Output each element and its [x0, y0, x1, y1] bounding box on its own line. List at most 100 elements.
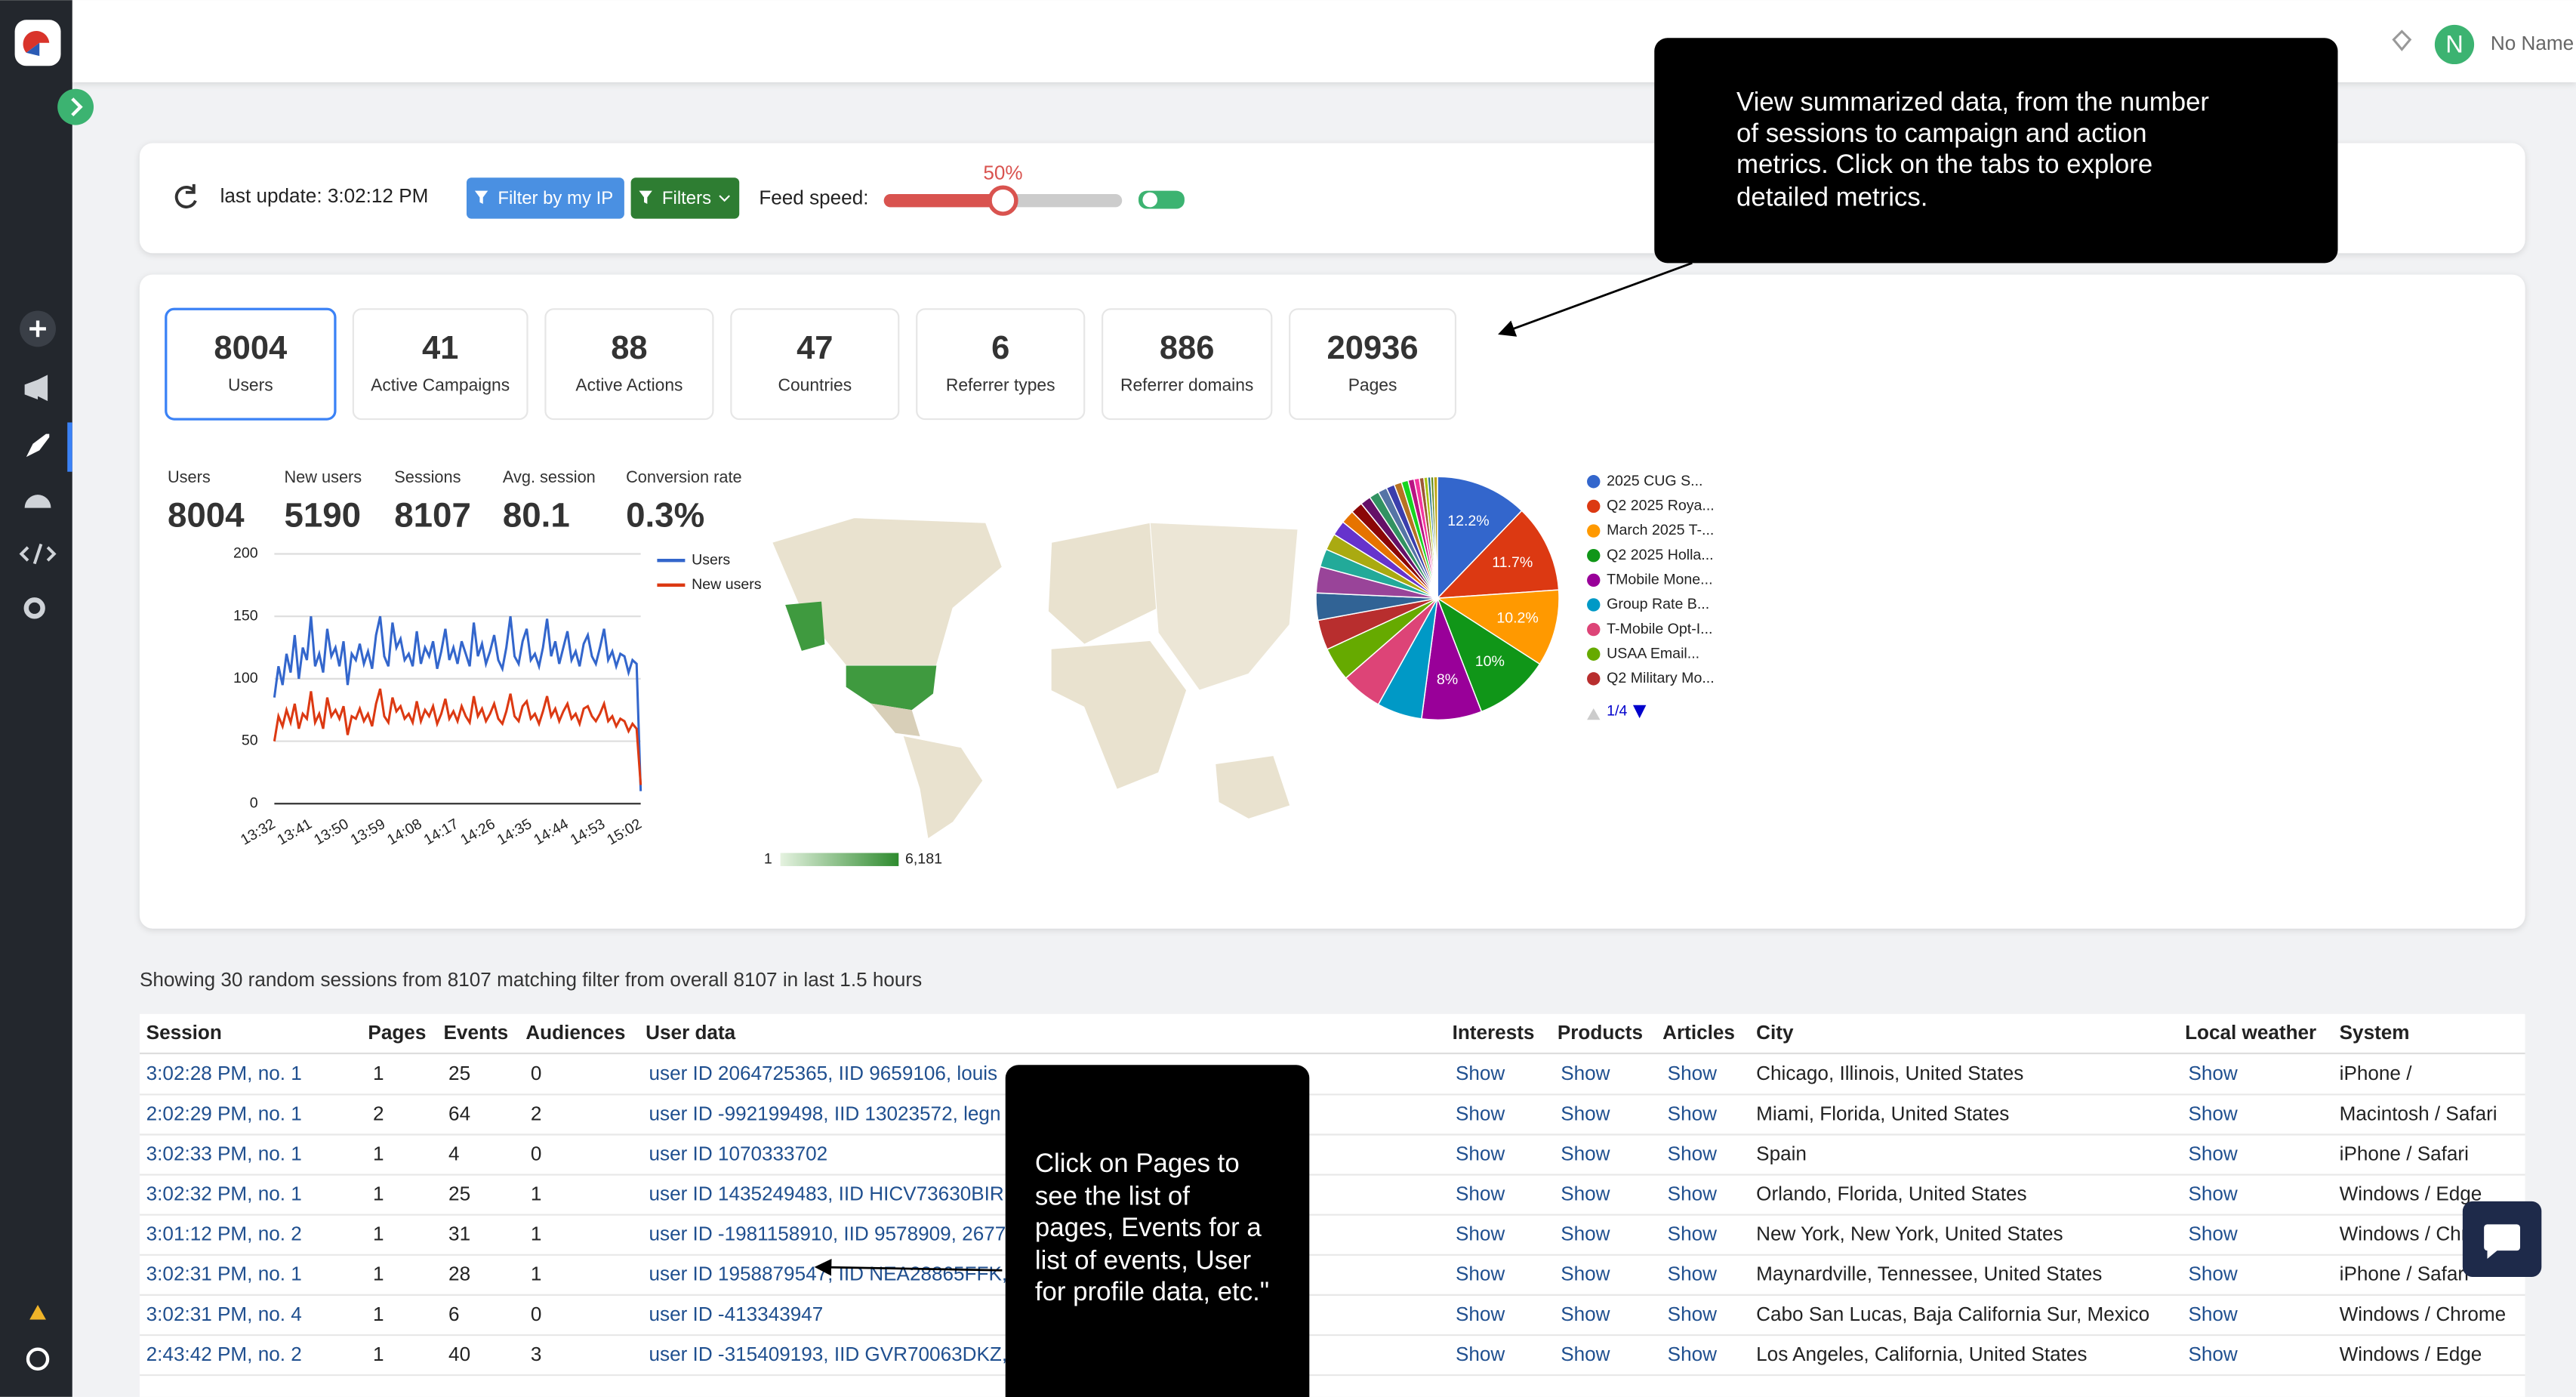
stat-tab[interactable]	[730, 308, 900, 421]
column-header: City	[1756, 1021, 1794, 1044]
table-cell[interactable]: Show	[2188, 1182, 2237, 1204]
table-cell[interactable]: Show	[1668, 1263, 1717, 1285]
table-cell[interactable]: Show	[2188, 1343, 2237, 1365]
tooltip	[1654, 38, 2338, 264]
table-cell[interactable]: 3:02:31 PM, no. 4	[146, 1303, 302, 1325]
help-icon[interactable]	[26, 1347, 50, 1371]
table-cell[interactable]: 2:02:29 PM, no. 1	[146, 1102, 302, 1124]
table-cell[interactable]: Show	[1456, 1062, 1505, 1084]
table-cell[interactable]: Show	[1668, 1142, 1717, 1164]
map-region	[1051, 640, 1187, 789]
table-cell[interactable]: 3:01:12 PM, no. 2	[146, 1223, 302, 1245]
table-caption: Showing 30 random sessions from 8107 mat…	[140, 968, 922, 991]
table-cell[interactable]: Show	[1456, 1263, 1505, 1285]
filters-button[interactable]	[630, 177, 740, 219]
table-cell[interactable]: 3:02:28 PM, no. 1	[146, 1062, 302, 1084]
table-cell[interactable]: Show	[1668, 1343, 1717, 1365]
legend-label: March 2025 T-...	[1607, 522, 1714, 538]
table-cell[interactable]: Show	[1561, 1142, 1610, 1164]
table-cell[interactable]: Show	[1561, 1263, 1610, 1285]
table-cell[interactable]: 3:02:31 PM, no. 1	[146, 1263, 302, 1285]
table-cell[interactable]: Show	[1561, 1343, 1610, 1365]
table-cell[interactable]: Show	[1456, 1343, 1505, 1365]
table-cell[interactable]: Show	[1668, 1182, 1717, 1204]
table-cell[interactable]: Show	[2188, 1263, 2237, 1285]
legend-swatch	[1587, 499, 1601, 513]
sidebar-toggle[interactable]	[57, 88, 94, 125]
table-cell[interactable]: Show	[1668, 1062, 1717, 1084]
tooltip-text: metrics. Click on the tabs to explore	[1736, 150, 2152, 179]
stat-tab[interactable]	[544, 308, 714, 421]
table-cell: 25	[448, 1182, 470, 1204]
stat-tab[interactable]	[1102, 308, 1273, 421]
table-cell[interactable]: Show	[2188, 1223, 2237, 1245]
legend-next[interactable]	[1632, 705, 1647, 719]
table-cell[interactable]: Show	[1668, 1223, 1717, 1245]
table-cell[interactable]: Show	[2188, 1062, 2237, 1084]
refresh-icon[interactable]	[174, 183, 197, 208]
table-cell[interactable]: user ID 1435249483, IID HICV73630BIR,	[649, 1182, 1010, 1204]
user-name[interactable]: No Name	[2491, 32, 2574, 54]
table-cell: 40	[448, 1343, 470, 1365]
table-cell[interactable]: Show	[1456, 1102, 1505, 1124]
table-cell[interactable]: 3:02:33 PM, no. 1	[146, 1142, 302, 1164]
table-cell: Maynardville, Tennessee, United States	[1756, 1263, 2102, 1285]
world-map	[771, 517, 1299, 838]
dashboard-icon[interactable]	[24, 495, 51, 508]
table-cell: iPhone / Safari	[2340, 1142, 2469, 1164]
table-cell: 3	[531, 1343, 542, 1365]
table-cell[interactable]: user ID -1981158910, IID 9578909, 2677	[649, 1223, 1006, 1245]
avatar[interactable]	[2434, 24, 2475, 65]
table-cell: 2	[531, 1102, 542, 1124]
table-cell[interactable]: Show	[1561, 1102, 1610, 1124]
table-cell: 0	[531, 1142, 542, 1164]
table-cell[interactable]: Show	[1561, 1182, 1610, 1204]
table-cell[interactable]: Show	[1456, 1182, 1505, 1204]
table-cell[interactable]: Show	[1668, 1102, 1717, 1124]
last-update: last update: 3:02:12 PM	[220, 184, 429, 207]
stat-tab[interactable]	[916, 308, 1086, 421]
slider-fill	[883, 193, 1003, 208]
table-cell[interactable]: Show	[2188, 1303, 2237, 1325]
gem-icon[interactable]	[2392, 29, 2412, 51]
tooltip-text: detailed metrics.	[1736, 183, 1927, 212]
filter-ip-button[interactable]	[466, 177, 624, 219]
stat-tab[interactable]	[1289, 308, 1457, 421]
table-cell: 2	[373, 1102, 384, 1124]
table-cell[interactable]: Show	[1561, 1062, 1610, 1084]
tooltips: View summarized data, from the number of…	[814, 38, 2542, 1397]
table-cell: 1	[373, 1343, 384, 1365]
stat-tab[interactable]	[165, 307, 337, 421]
table-cell[interactable]: user ID -992199498, IID 13023572, legn	[649, 1102, 1001, 1124]
table-cell[interactable]: Show	[2188, 1142, 2237, 1164]
table-cell[interactable]: Show	[1561, 1303, 1610, 1325]
table-cell[interactable]: 2:43:42 PM, no. 2	[146, 1343, 302, 1365]
legend-prev[interactable]	[1587, 708, 1601, 720]
filter-ip-label[interactable]: Filter by my IP	[498, 188, 613, 208]
table-cell[interactable]: user ID 1958879547, IID NEA28865FFK,	[649, 1263, 1008, 1285]
slider-knob[interactable]	[988, 185, 1018, 216]
table-cell[interactable]: Show	[1456, 1303, 1505, 1325]
table-cell: 1	[531, 1182, 542, 1204]
stat-tab[interactable]	[352, 308, 528, 421]
code-icon[interactable]	[19, 543, 57, 565]
table-cell[interactable]: Show	[1456, 1142, 1505, 1164]
table-cell[interactable]: user ID 2064725365, IID 9659106, louis	[649, 1062, 998, 1084]
table-cell[interactable]: Show	[1561, 1223, 1610, 1245]
table-cell[interactable]: 3:02:32 PM, no. 1	[146, 1182, 302, 1204]
rocket-icon[interactable]	[26, 433, 50, 458]
table-cell[interactable]: Show	[1456, 1223, 1505, 1245]
y-tick-label: 0	[250, 794, 258, 811]
table-cell[interactable]: Show	[1668, 1303, 1717, 1325]
settings-icon[interactable]	[23, 597, 45, 619]
campaign-icon[interactable]	[24, 375, 48, 402]
table-cell[interactable]: user ID -315409193, IID GVR70063DKZ,	[649, 1343, 1008, 1365]
table-cell[interactable]: user ID -413343947	[649, 1303, 824, 1325]
legend-label: TMobile Mone...	[1607, 571, 1712, 587]
table-cell[interactable]: Show	[2188, 1102, 2237, 1124]
table-cell: Cabo San Lucas, Baja California Sur, Mex…	[1756, 1303, 2149, 1325]
lab-icon[interactable]	[29, 1304, 46, 1320]
filters-label[interactable]: Filters	[662, 188, 711, 208]
table-cell[interactable]: user ID 1070333702	[649, 1142, 828, 1164]
table-cell: iPhone / Safari	[2340, 1263, 2469, 1285]
